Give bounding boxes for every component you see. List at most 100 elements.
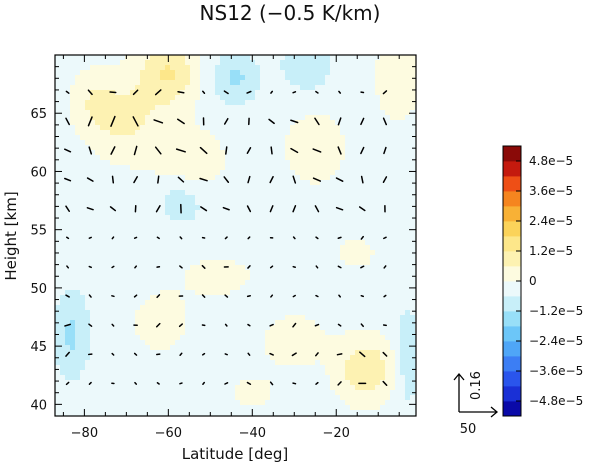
field-cell — [230, 300, 236, 306]
field-cell — [90, 185, 96, 191]
field-cell — [345, 285, 351, 291]
field-cell — [290, 325, 296, 331]
field-cell — [360, 305, 366, 311]
field-cell — [230, 80, 236, 86]
field-cell — [240, 240, 246, 246]
field-cell — [245, 270, 251, 276]
field-cell — [240, 170, 246, 176]
field-cell — [220, 375, 226, 381]
field-cell — [350, 140, 356, 146]
field-cell — [230, 100, 236, 106]
field-cell — [70, 160, 76, 166]
field-cell — [390, 305, 396, 311]
field-cell — [75, 325, 81, 331]
field-cell — [315, 220, 321, 226]
field-cell — [300, 330, 306, 336]
field-cell — [240, 380, 246, 386]
field-cell — [360, 195, 366, 201]
field-cell — [145, 310, 151, 316]
field-cell — [305, 110, 311, 116]
field-cell — [85, 115, 91, 121]
field-cell — [130, 80, 136, 86]
field-cell — [265, 310, 271, 316]
field-cell — [60, 405, 66, 411]
field-cell — [380, 295, 386, 301]
field-cell — [235, 230, 241, 236]
field-cell — [75, 320, 81, 326]
field-cell — [140, 370, 146, 376]
field-cell — [355, 225, 361, 231]
field-cell — [200, 140, 206, 146]
field-cell — [205, 345, 211, 351]
field-cell — [375, 370, 381, 376]
field-cell — [240, 180, 246, 186]
field-cell — [330, 350, 336, 356]
field-cell — [85, 325, 91, 331]
field-cell — [295, 75, 301, 81]
field-cell — [320, 335, 326, 341]
field-cell — [305, 185, 311, 191]
field-cell — [205, 255, 211, 261]
field-cell — [325, 60, 331, 66]
field-cell — [245, 115, 251, 121]
field-cell — [85, 255, 91, 261]
field-cell — [230, 200, 236, 206]
field-cell — [165, 305, 171, 311]
field-cell — [385, 145, 391, 151]
field-cell — [215, 260, 221, 266]
field-cell — [300, 195, 306, 201]
field-cell — [215, 315, 221, 321]
field-cell — [105, 235, 111, 241]
field-cell — [390, 330, 396, 336]
field-cell — [60, 275, 66, 281]
field-cell — [205, 180, 211, 186]
field-cell — [330, 195, 336, 201]
field-cell — [70, 245, 76, 251]
field-cell — [175, 180, 181, 186]
field-cell — [105, 370, 111, 376]
field-cell — [95, 135, 101, 141]
field-cell — [360, 220, 366, 226]
field-cell — [175, 315, 181, 321]
field-cell — [385, 100, 391, 106]
field-cell — [300, 265, 306, 271]
field-cell — [130, 220, 136, 226]
field-cell — [190, 95, 196, 101]
field-cell — [305, 175, 311, 181]
field-cell — [135, 235, 141, 241]
field-cell — [60, 375, 66, 381]
field-cell — [95, 410, 101, 416]
field-cell — [135, 200, 141, 206]
field-cell — [305, 390, 311, 396]
field-cell — [195, 260, 201, 266]
field-cell — [370, 365, 376, 371]
field-cell — [255, 265, 261, 271]
field-cell — [60, 235, 66, 241]
field-cell — [55, 260, 61, 266]
field-cell — [315, 290, 321, 296]
field-cell — [335, 295, 341, 301]
field-cell — [275, 115, 281, 121]
field-cell — [85, 310, 91, 316]
field-cell — [195, 85, 201, 91]
field-cell — [250, 135, 256, 141]
field-cell — [340, 310, 346, 316]
field-cell — [220, 365, 226, 371]
field-cell — [205, 250, 211, 256]
field-cell — [185, 60, 191, 66]
field-cell — [55, 155, 61, 161]
field-cell — [370, 155, 376, 161]
field-cell — [130, 135, 136, 141]
field-cell — [390, 90, 396, 96]
field-cell — [270, 195, 276, 201]
field-cell — [105, 170, 111, 176]
field-cell — [170, 360, 176, 366]
field-cell — [325, 360, 331, 366]
field-cell — [120, 310, 126, 316]
field-cell — [325, 220, 331, 226]
field-cell — [60, 60, 66, 66]
field-cell — [105, 305, 111, 311]
field-cell — [325, 235, 331, 241]
field-cell — [170, 390, 176, 396]
field-cell — [130, 180, 136, 186]
